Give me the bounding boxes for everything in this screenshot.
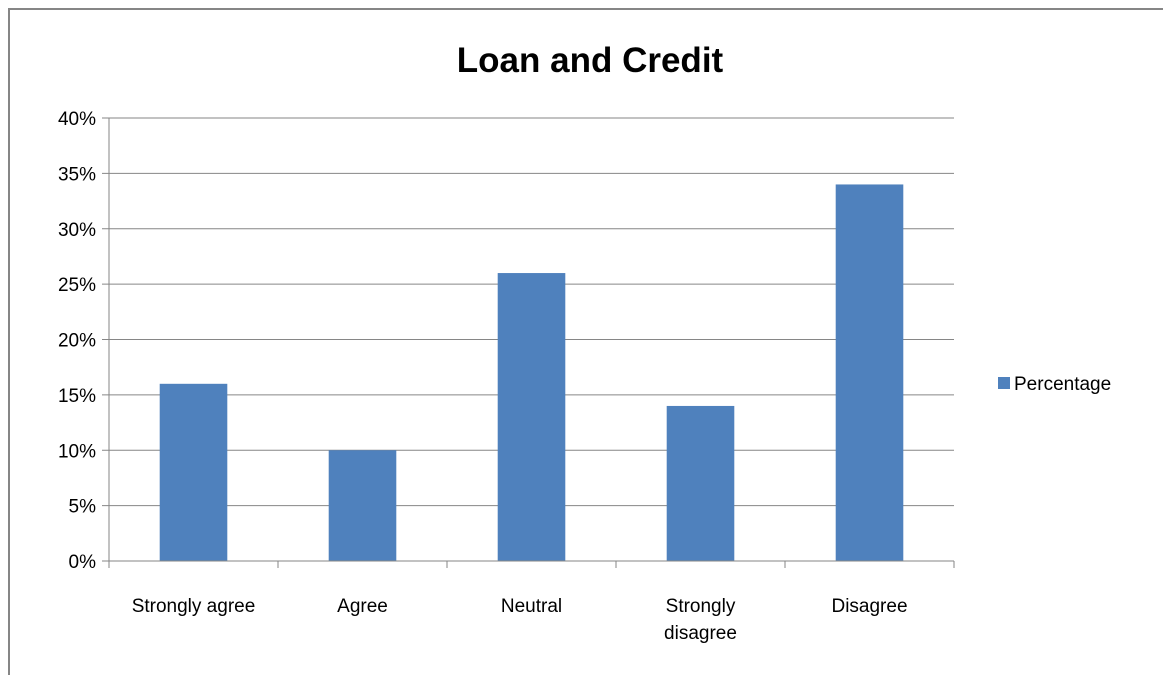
bar bbox=[666, 405, 735, 561]
legend-label: Percentage bbox=[1014, 374, 1111, 395]
x-category-label: Disagree bbox=[831, 596, 907, 617]
y-tick-label: 10% bbox=[58, 441, 96, 462]
bar bbox=[497, 273, 566, 561]
y-tick-label: 20% bbox=[58, 331, 96, 352]
y-tick-label: 0% bbox=[69, 552, 97, 573]
bar bbox=[159, 383, 228, 561]
y-tick-label: 30% bbox=[58, 220, 96, 241]
bar bbox=[835, 184, 904, 561]
x-axis-categories: Strongly agree Agree Neutral Strongly disagr… bbox=[132, 596, 908, 644]
x-category-label: Agree bbox=[337, 596, 388, 617]
legend-swatch bbox=[998, 377, 1010, 389]
legend: Percentage bbox=[998, 374, 1111, 395]
x-category-label: Strongly agree bbox=[132, 596, 256, 617]
chart-title: Loan and Credit bbox=[457, 41, 724, 80]
y-tick-label: 35% bbox=[58, 164, 96, 185]
y-axis-ticks: 0% 5% 10% 15% 20% 25% 30% 35% 40% bbox=[58, 109, 109, 573]
x-category-label: Neutral bbox=[501, 596, 562, 617]
bars bbox=[159, 184, 904, 561]
x-category-label: Strongly disagree bbox=[664, 596, 737, 644]
bar bbox=[328, 450, 397, 561]
chart-frame bbox=[8, 8, 1163, 675]
y-tick-label: 15% bbox=[58, 386, 96, 407]
y-tick-label: 25% bbox=[58, 275, 96, 296]
y-tick-label: 5% bbox=[69, 497, 97, 518]
y-tick-label: 40% bbox=[58, 109, 96, 130]
